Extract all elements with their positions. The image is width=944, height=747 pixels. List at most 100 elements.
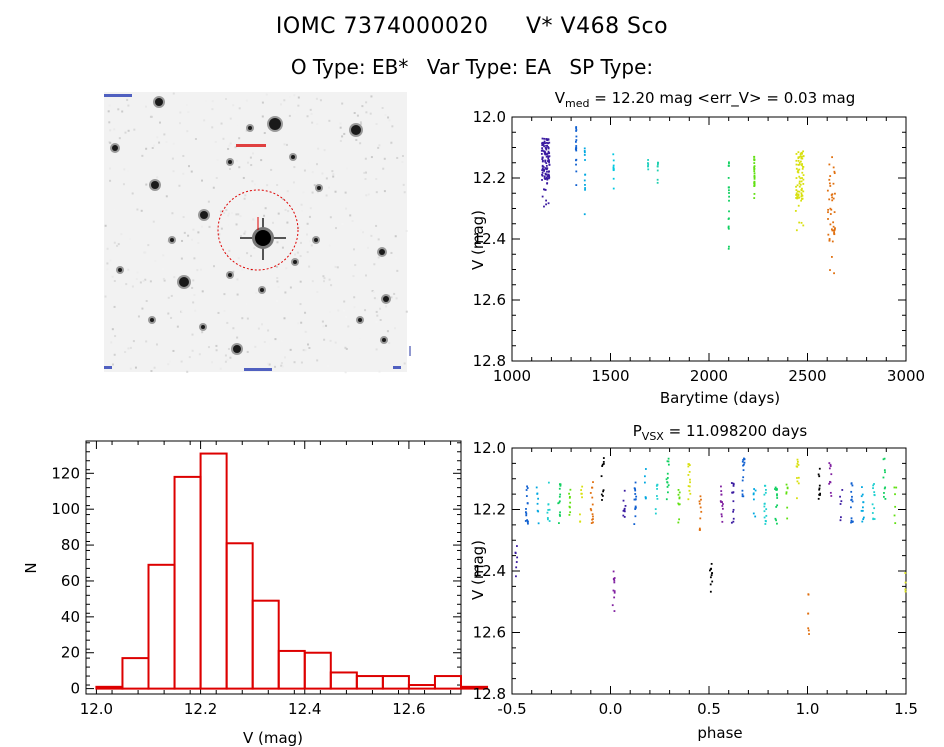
finder-noise [191,333,194,336]
finder-noise [151,93,154,96]
finder-noise [180,257,183,260]
phased-point [559,515,561,517]
lightcurve-point [544,160,547,163]
finder-noise [275,265,278,268]
phased-point [634,489,637,492]
phased-point [829,481,832,484]
finder-noise [294,253,297,256]
finder-noise [251,200,254,203]
phased-point [644,468,647,470]
lightcurve-point [800,195,803,198]
finder-noise [288,95,291,98]
lightcurve-point [547,147,550,150]
finder-noise [267,329,270,332]
finder-noise [252,218,255,221]
lightcurve-point [795,197,798,199]
phased-point [752,492,755,495]
finder-noise [107,110,110,113]
finder-noise [147,244,150,247]
phased-point [569,495,571,498]
lightcurve-point [799,153,802,156]
finder-noise [120,233,123,236]
phased-point [883,457,886,460]
phased-point [851,500,854,503]
phased-point [904,590,907,593]
lightcurve-point [541,171,544,174]
finder-noise [144,105,147,108]
finder-noise [137,315,140,318]
histogram-bar [225,542,254,690]
phased-point [678,503,680,506]
phased-point [547,503,550,506]
lightcurve-point [801,157,804,160]
phased-point [786,486,789,489]
finder-noise [297,322,300,325]
finder-noise [311,191,314,194]
lightcurve-point [801,164,803,167]
phased-point [634,515,637,518]
finder-noise [284,291,287,294]
phased-point [525,512,528,515]
phased-point [752,493,755,496]
lightcurve-point [799,160,802,163]
finder-noise [375,310,378,313]
finder-noise [263,214,266,217]
phased-point [721,505,724,507]
finder-chart-image [104,92,411,374]
o-type-label: O Type: EB* [290,55,409,79]
finder-noise [227,347,230,350]
finder-noise [296,251,299,254]
phased-point [568,513,571,516]
y-tick-label: 12.4 [473,562,506,580]
phased-frame [511,447,907,695]
lightcurve-point [801,194,804,197]
x-tick-label: 1.0 [796,700,820,718]
finder-noise [215,349,218,352]
finder-noise [234,98,237,101]
finder-noise [114,226,117,229]
finder-noise [131,192,134,195]
finder-noise [144,251,147,254]
phased-point [602,489,605,492]
finder-noise [232,270,235,273]
finder-noise [303,169,306,172]
phased-point [591,513,594,516]
phased-point [850,482,853,485]
lightcurve-point [574,140,577,143]
finder-noise [395,361,398,364]
finder-noise [153,366,156,369]
finder-star [170,238,174,242]
lightcurve-point [647,162,649,164]
finder-noise [150,370,153,373]
phased-point [839,495,841,498]
y-tick-label: 12.8 [473,685,506,703]
phased-point [667,457,670,460]
lightcurve-point [833,172,836,175]
lightcurve-point [798,182,801,185]
var-type-label: Var Type: EA [426,55,552,79]
finder-noise [297,104,300,107]
finder-noise [144,278,147,281]
lightcurve-point [796,197,799,200]
lightcurve-point [800,221,803,224]
phased-point [558,483,561,486]
finder-noise [375,191,378,194]
finder-noise [275,299,278,302]
lightcurve-point [542,188,545,191]
finder-noise [193,293,196,296]
finder-noise [332,175,335,178]
finder-noise [165,195,168,198]
finder-noise [224,360,227,363]
lightcurve-point [801,167,804,170]
phased-point [611,604,614,607]
phased-point [722,503,724,505]
lightcurve-point [832,229,835,232]
finder-noise [266,184,269,187]
finder-noise [335,174,338,177]
lightcurve-point [831,240,834,243]
phased-point [580,489,583,491]
finder-noise [182,172,185,175]
lightcurve-point [829,207,832,210]
finder-noise [172,349,175,352]
lightcurve-point [583,213,586,216]
